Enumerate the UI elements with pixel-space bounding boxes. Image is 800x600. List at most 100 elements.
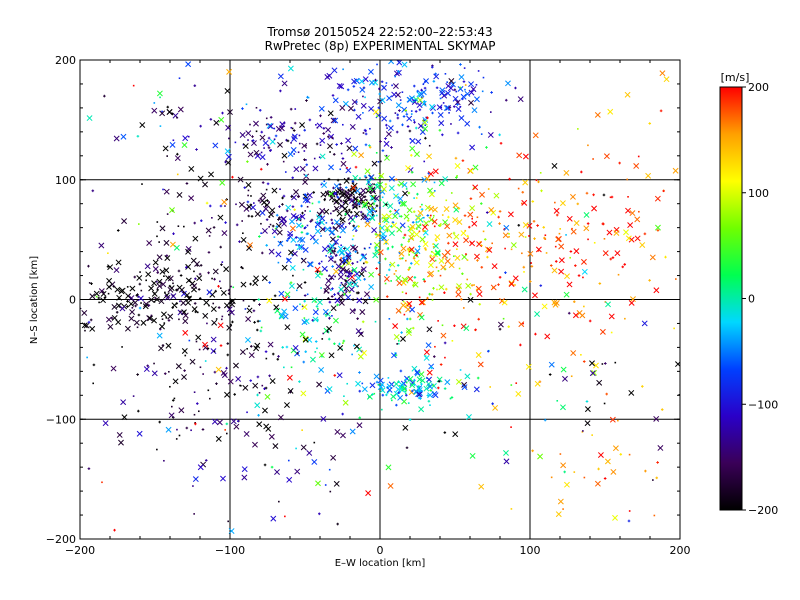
cross-marker xyxy=(165,275,172,282)
plus-marker xyxy=(138,306,142,310)
cross-marker xyxy=(137,295,144,302)
cross-marker xyxy=(114,286,121,293)
plus-marker xyxy=(504,271,507,274)
dot-marker xyxy=(359,259,362,262)
y-axis-label: N–S location [km] xyxy=(29,256,40,344)
plus-marker xyxy=(375,183,379,186)
cross-marker xyxy=(351,225,358,232)
cross-marker xyxy=(584,406,591,413)
cross-marker xyxy=(306,192,313,199)
cross-marker xyxy=(319,153,326,160)
dot-marker xyxy=(368,297,371,299)
cross-marker xyxy=(423,220,430,227)
dot-marker xyxy=(373,183,375,186)
dot-marker xyxy=(341,221,344,224)
dot-marker xyxy=(284,515,286,518)
plus-marker xyxy=(434,239,438,242)
dot-marker xyxy=(471,217,473,220)
cross-marker xyxy=(170,293,177,300)
dot-marker xyxy=(444,73,447,75)
plus-marker xyxy=(285,138,288,142)
cross-marker xyxy=(227,109,233,116)
plus-marker xyxy=(116,229,120,232)
dot-marker xyxy=(380,160,382,163)
dot-marker xyxy=(159,125,162,127)
plus-marker xyxy=(463,214,467,217)
dot-marker xyxy=(347,199,350,201)
cross-marker xyxy=(422,241,429,248)
plus-marker xyxy=(437,380,441,383)
cross-marker xyxy=(210,348,217,355)
dot-marker xyxy=(381,196,384,199)
cross-marker xyxy=(522,153,529,160)
cross-marker xyxy=(348,105,354,112)
dot-marker xyxy=(326,331,329,333)
cross-marker xyxy=(316,299,323,306)
cross-marker xyxy=(397,195,404,202)
cross-marker xyxy=(225,153,232,160)
dot-marker xyxy=(580,353,582,356)
cross-marker xyxy=(371,227,378,234)
data-points xyxy=(80,60,680,534)
dot-marker xyxy=(107,252,109,255)
cross-marker xyxy=(253,275,260,282)
dot-marker xyxy=(401,291,404,293)
plus-marker xyxy=(656,229,660,232)
dot-marker xyxy=(374,320,377,323)
dot-marker xyxy=(140,302,142,304)
cross-marker xyxy=(412,251,419,258)
cross-marker xyxy=(392,83,399,90)
plus-marker xyxy=(555,213,559,217)
cross-marker xyxy=(458,74,465,81)
dot-marker xyxy=(514,284,516,286)
cross-marker xyxy=(252,441,258,448)
plus-marker xyxy=(597,467,600,471)
dot-marker xyxy=(477,70,480,72)
cross-marker xyxy=(254,152,261,159)
cross-marker xyxy=(242,384,249,391)
dot-marker xyxy=(376,115,378,118)
plus-marker xyxy=(275,213,279,217)
cross-marker xyxy=(239,349,246,355)
dot-marker xyxy=(424,230,426,232)
dot-marker xyxy=(430,250,433,253)
cross-marker xyxy=(475,352,482,358)
dot-marker xyxy=(355,230,357,232)
plus-marker xyxy=(461,159,465,162)
plus-marker xyxy=(281,203,284,206)
cross-marker xyxy=(241,474,248,481)
plus-marker xyxy=(452,105,456,108)
dot-marker xyxy=(451,340,454,342)
cross-marker xyxy=(421,119,428,126)
plus-marker xyxy=(158,420,161,424)
plus-marker xyxy=(351,298,355,302)
dot-marker xyxy=(330,252,332,254)
cross-marker xyxy=(202,181,209,188)
dot-marker xyxy=(274,227,277,230)
plus-marker xyxy=(460,297,463,301)
cross-marker xyxy=(93,290,100,297)
plus-marker xyxy=(317,512,321,516)
dot-marker xyxy=(246,411,248,414)
cross-marker xyxy=(323,287,330,294)
dot-marker xyxy=(342,123,344,126)
plus-marker xyxy=(619,453,623,456)
dot-marker xyxy=(232,286,235,289)
dot-marker xyxy=(462,307,465,309)
cross-marker xyxy=(431,391,438,397)
plus-marker xyxy=(197,288,201,291)
dot-marker xyxy=(170,112,173,115)
dot-marker xyxy=(204,360,207,362)
cross-marker xyxy=(358,271,365,277)
cross-marker xyxy=(379,225,385,231)
plus-marker xyxy=(352,85,356,88)
dot-marker xyxy=(156,448,158,451)
dot-marker xyxy=(583,476,586,479)
dot-marker xyxy=(313,441,316,444)
plus-marker xyxy=(188,296,192,299)
dot-marker xyxy=(168,370,170,373)
cross-marker xyxy=(499,298,505,304)
plus-marker xyxy=(278,216,281,220)
plus-marker xyxy=(391,221,395,224)
dot-marker xyxy=(356,252,359,254)
